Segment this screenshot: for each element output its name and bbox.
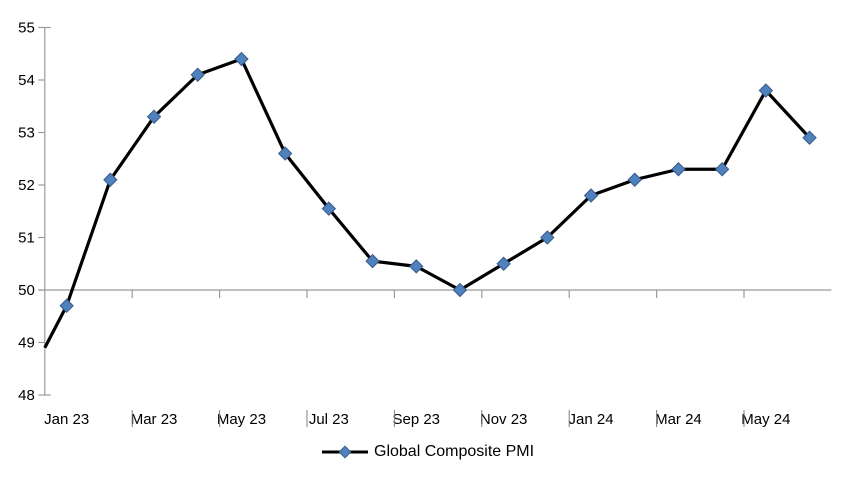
y-tick-label: 53	[18, 125, 35, 142]
data-point-marker	[103, 172, 118, 187]
x-tick-label: Jul 23	[309, 411, 349, 428]
data-point-marker	[59, 298, 74, 313]
x-tick-label: May 23	[217, 411, 266, 428]
x-tick-label: Mar 23	[131, 411, 178, 428]
data-point-marker	[758, 83, 774, 98]
data-point-marker	[714, 162, 730, 177]
data-point-marker	[409, 259, 424, 274]
data-point-marker	[277, 146, 293, 161]
y-tick-label: 48	[18, 387, 35, 404]
legend-label: Global Composite PMI	[374, 443, 535, 460]
y-tick-label: 54	[18, 72, 35, 89]
y-tick-label: 50	[18, 282, 35, 299]
data-point-marker	[146, 109, 162, 124]
x-tick-label: Mar 24	[655, 411, 702, 428]
pmi-series-line	[43, 57, 811, 349]
data-point-marker	[234, 51, 249, 67]
legend: Global Composite PMI	[322, 442, 534, 462]
data-point-marker	[627, 172, 642, 187]
y-tick-label: 52	[18, 177, 35, 194]
legend-line-marker-icon	[322, 445, 368, 459]
x-tick-label: Sep 23	[392, 411, 440, 428]
y-tick-label: 55	[18, 20, 35, 37]
x-tick-label: Jan 24	[569, 411, 614, 428]
data-point-marker	[671, 162, 686, 177]
data-point-marker	[365, 253, 380, 269]
data-point-marker	[802, 130, 817, 145]
data-point-marker	[321, 201, 337, 216]
y-tick-label: 49	[18, 335, 35, 352]
data-point-marker	[452, 282, 468, 298]
data-point-marker	[496, 256, 511, 271]
data-point-marker	[583, 188, 599, 203]
x-tick-label: May 24	[741, 411, 790, 428]
x-tick-label: Jan 23	[44, 411, 89, 428]
y-tick-label: 51	[18, 230, 35, 247]
data-point-marker	[190, 67, 205, 82]
x-tick-label: Nov 23	[480, 411, 528, 428]
data-point-marker	[540, 230, 555, 245]
